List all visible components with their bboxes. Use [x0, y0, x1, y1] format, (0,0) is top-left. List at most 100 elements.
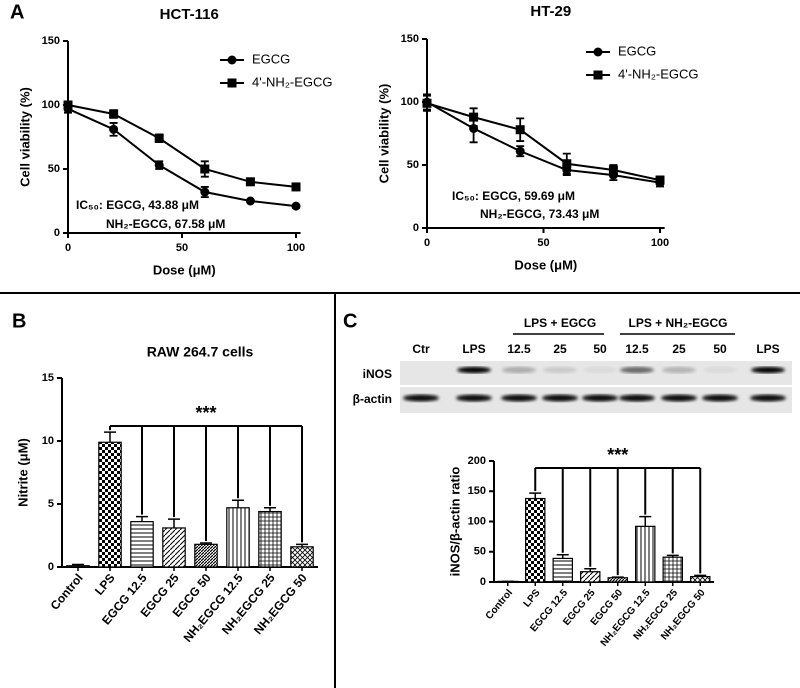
- marker: [291, 182, 301, 192]
- y-tick-label: 100: [401, 96, 419, 108]
- bar: [580, 571, 601, 583]
- legend-marker: [227, 55, 237, 65]
- y-axis-label: Cell viability (%): [376, 84, 391, 184]
- error-bar: [168, 518, 180, 528]
- legend-marker: [593, 47, 603, 57]
- x-tick-label: 50: [537, 237, 549, 249]
- bar: [226, 507, 250, 568]
- marker: [200, 164, 210, 174]
- x-tick-label: Control: [484, 587, 515, 621]
- band: [662, 366, 696, 374]
- x-tick-label: 100: [651, 237, 669, 249]
- y-tick-label: 150: [42, 35, 60, 47]
- group-label: LPS + EGCG: [524, 316, 596, 330]
- marker: [562, 159, 572, 169]
- band: [542, 394, 578, 402]
- bar: [258, 510, 282, 568]
- annotation: IC₅₀: EGCG, 43.88 μM: [76, 198, 199, 212]
- y-tick-label: 150: [401, 33, 419, 45]
- annotation: NH₂-EGCG, 73.43 μM: [480, 207, 599, 221]
- bar: [662, 556, 683, 583]
- band: [457, 366, 491, 374]
- x-tick-label: 100: [287, 242, 305, 254]
- y-tick-label: 50: [407, 159, 419, 171]
- chart-title: HCT-116: [160, 6, 219, 23]
- band: [456, 394, 492, 402]
- band: [703, 366, 737, 374]
- y-tick-label: 50: [474, 546, 486, 558]
- band: [543, 366, 577, 374]
- bar: [162, 527, 186, 568]
- x-tick-label: Control: [48, 571, 86, 613]
- legend-marker: [227, 78, 237, 88]
- legend-label: 4'-NH₂-EGCG: [618, 66, 698, 81]
- y-tick-label: 200: [468, 455, 486, 467]
- marker: [608, 165, 618, 175]
- marker: [154, 160, 164, 170]
- y-tick-label: 0: [413, 222, 419, 234]
- lane-label: 25: [553, 342, 567, 356]
- marker: [515, 146, 525, 156]
- y-tick-label: 50: [48, 163, 60, 175]
- bar: [66, 565, 90, 568]
- x-axis-label: Dose (μM): [514, 257, 577, 272]
- band: [620, 366, 654, 374]
- panel-label: B: [12, 310, 26, 332]
- band: [502, 366, 536, 374]
- series-line: [67, 104, 297, 188]
- lane-label: LPS: [462, 342, 485, 356]
- x-tick-label: LPS: [92, 571, 118, 598]
- x-tick-label: 0: [65, 242, 71, 254]
- y-tick-label: 0: [54, 227, 60, 239]
- x-tick-label: 0: [424, 237, 430, 249]
- band: [583, 366, 617, 374]
- error-bar: [529, 492, 542, 499]
- y-tick-label: 100: [42, 99, 60, 111]
- band: [582, 394, 618, 402]
- bar: [635, 525, 656, 583]
- marker: [109, 124, 119, 134]
- marker: [154, 133, 164, 143]
- western-blot: LPS + EGCG LPS + NH₂-EGCG iNOS β-actin C…: [353, 316, 792, 413]
- marker: [245, 196, 255, 206]
- panel-label: C: [343, 310, 357, 332]
- x-tick-label: 50: [176, 242, 188, 254]
- row-label: iNOS: [363, 367, 392, 381]
- y-tick-label: 0: [48, 561, 54, 573]
- x-axis-label: Dose (μM): [153, 262, 216, 277]
- annotation: ***: [195, 403, 216, 423]
- lane-label: 50: [593, 342, 607, 356]
- band: [619, 394, 655, 402]
- marker: [200, 187, 210, 197]
- y-tick-label: 15: [42, 372, 54, 384]
- marker: [469, 112, 479, 122]
- y-tick-label: 5: [48, 498, 54, 510]
- band: [702, 394, 738, 402]
- lane-label: LPS: [756, 342, 779, 356]
- marker: [422, 98, 432, 108]
- error-bar: [104, 431, 116, 443]
- panel-label: A: [10, 1, 24, 23]
- band: [661, 394, 697, 402]
- annotation: NH₂-EGCG, 67.58 μM: [106, 217, 225, 231]
- bar: [497, 580, 518, 583]
- error-bar: [232, 499, 244, 508]
- bar: [552, 557, 573, 583]
- lane-label: 50: [713, 342, 727, 356]
- error-bar: [556, 554, 569, 559]
- marker: [109, 109, 119, 119]
- error-bar: [136, 515, 148, 522]
- lane-label: 12.5: [507, 342, 531, 356]
- lane-label: 12.5: [625, 342, 649, 356]
- bar: [607, 577, 628, 583]
- annotation: IC₅₀: EGCG, 59.69 μM: [452, 189, 575, 203]
- marker: [655, 175, 665, 185]
- lane-label: Ctr: [412, 342, 430, 356]
- legend-label: 4'-NH₂-EGCG: [252, 74, 332, 89]
- row-label: β-actin: [353, 392, 392, 406]
- marker: [291, 201, 301, 211]
- group-label: LPS + NH₂-EGCG: [628, 316, 727, 330]
- bar: [194, 543, 218, 568]
- annotation: ***: [607, 445, 628, 465]
- bar: [525, 497, 546, 583]
